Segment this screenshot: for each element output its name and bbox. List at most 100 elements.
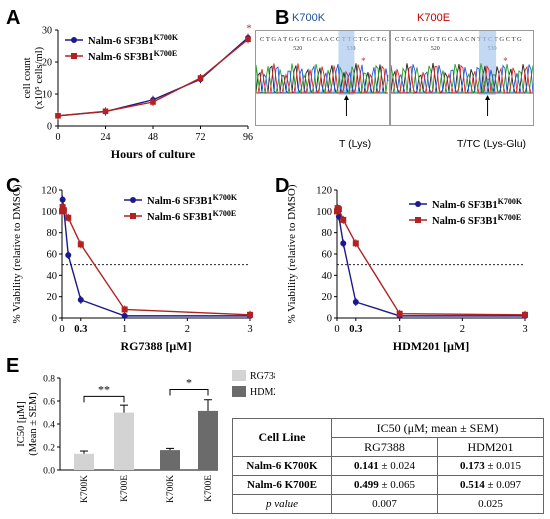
table-cell-hdm-mean: 0.514 <box>459 479 485 491</box>
legend-swatch <box>232 386 246 397</box>
table-cell-line: p value <box>232 494 332 514</box>
bar <box>160 450 180 470</box>
data-point <box>65 214 72 221</box>
series-line <box>61 204 251 316</box>
table-cell-hdm-mean: 0.173 <box>459 460 485 472</box>
table-cell-rg-sem: ± 0.024 <box>381 460 416 472</box>
data-point <box>65 252 72 259</box>
x-tick-label: K700K <box>166 475 176 503</box>
y-axis-label: (Mean ± SEM) <box>28 392 39 456</box>
legend-k700k-label: Nalm-6 SF3B1K700K <box>432 197 523 211</box>
legend-k700k-label: Nalm-6 SF3B1K700K <box>147 193 238 207</box>
y-axis-label: (x10⁵ cells/ml) <box>34 46 45 109</box>
x-tick-label: 96 <box>243 132 253 143</box>
y-tick-label: 20 <box>47 292 58 303</box>
significance-star: * <box>246 23 252 35</box>
significance-bracket <box>83 395 125 403</box>
table-header-cell-line: Cell Line <box>232 418 332 457</box>
data-point <box>121 306 128 313</box>
legend-k700e-label: Nalm-6 SF3B1K700E <box>147 209 236 223</box>
x-tick-label: 0 <box>59 324 64 335</box>
table-header-hdm201: HDM201 <box>437 437 544 457</box>
y-tick-label: 80 <box>322 228 333 239</box>
table-cell-hdm-sem: ± 0.097 <box>487 479 522 491</box>
sequence-text: C T G A T G G T G C A A C N T T C T G C … <box>395 36 522 43</box>
data-point <box>396 310 403 317</box>
y-tick-label: 0 <box>52 314 57 325</box>
data-point <box>247 311 253 318</box>
panel-label-d: D <box>275 175 290 197</box>
significance-bracket <box>169 389 209 396</box>
rg7388-viability-chart: 0 0.3 1 2 3 0 20 40 60 80 100 120 RG7388 [μM] % Viabi… <box>11 184 253 353</box>
position-label: 520 <box>293 46 302 52</box>
legend-k700e-label: Nalm-6 SF3B1K700E <box>432 213 521 227</box>
star-marker: * <box>361 56 366 66</box>
data-point <box>245 36 251 43</box>
y-tick-label: 30 <box>42 26 52 37</box>
legend-label: RG7388 <box>250 371 275 382</box>
chromatogram-trace <box>391 64 533 94</box>
legend-k700k-marker <box>71 37 77 43</box>
data-point <box>77 296 84 303</box>
y-tick-label: 120 <box>41 186 57 197</box>
x-tick-label: 0.3 <box>74 324 87 335</box>
panel-label-b: B <box>275 7 290 29</box>
data-point <box>197 75 204 81</box>
legend-k700k-marker <box>415 201 421 207</box>
data-point <box>59 196 66 203</box>
table-cell-hdm-sem: ± 0.015 <box>487 460 522 472</box>
data-point <box>77 241 84 248</box>
annotation-k700e: T/TC (Lys-Glu) <box>457 138 527 150</box>
data-point <box>522 311 528 318</box>
y-tick-label: 0.4 <box>43 421 55 431</box>
y-tick-label: 10 <box>42 90 52 101</box>
y-tick-label: 120 <box>316 186 332 197</box>
x-tick-label: 3 <box>522 324 527 335</box>
sequence-text: C T G A T G G T G C A A C C T T C T G C … <box>260 36 387 43</box>
significance-label: ** <box>98 382 110 396</box>
y-tick-label: 0.2 <box>43 444 55 454</box>
panel-label-c: C <box>6 175 21 197</box>
secondary-peak <box>481 78 494 94</box>
hdm201-viability-chart: 0 0.3 1 2 3 0 20 40 60 80 100 120 HDM201 [μM] % Viabi… <box>286 184 528 353</box>
y-tick-label: 0 <box>47 122 52 133</box>
x-tick-label: 3 <box>247 324 252 335</box>
table-cell-line: Nalm-6 K700K <box>232 456 332 476</box>
data-point <box>55 112 61 119</box>
legend-label: HDM201 <box>250 387 275 398</box>
star-marker: * <box>503 56 508 66</box>
bar <box>114 412 134 470</box>
x-tick-label: 0 <box>56 132 61 143</box>
y-tick-label: 20 <box>322 292 333 303</box>
data-point <box>59 204 66 211</box>
x-tick-label: 1 <box>397 324 402 335</box>
legend-k700k-marker <box>130 197 136 203</box>
data-point <box>352 299 359 305</box>
table-cell-rg-sem: ± 0.065 <box>381 479 416 491</box>
data-point <box>150 99 156 105</box>
x-axis-label: HDM201 [μM] <box>393 339 469 353</box>
bar <box>74 453 94 470</box>
chromatogram-k700e: C T G A T G G T G C A A C N T T C T G C … <box>390 30 534 126</box>
x-tick-label: 72 <box>196 132 206 143</box>
x-tick-label: K700E <box>204 475 214 502</box>
y-tick-label: 0.0 <box>43 467 55 477</box>
y-tick-label: 0 <box>327 314 332 325</box>
data-point <box>102 108 109 115</box>
data-point <box>335 206 342 213</box>
table-cell-rg-mean: 0.141 <box>353 460 379 472</box>
sequencing-title-k700k: K700K <box>292 12 326 24</box>
table-header-rg7388: RG7388 <box>331 437 438 457</box>
x-tick-label: 0 <box>334 324 339 335</box>
table-cell-rg-mean: 0.499 <box>353 479 379 491</box>
y-tick-label: 40 <box>47 271 58 282</box>
table-row: Nalm-6 K700K 0.141 ± 0.024 0.173 ± 0.015 <box>232 456 544 476</box>
legend-swatch <box>232 370 246 381</box>
x-tick-label: 24 <box>101 132 111 143</box>
table-header-ic50: IC50 (μM; mean ± SEM) <box>331 418 544 438</box>
data-point <box>340 216 347 223</box>
y-tick-label: 0.8 <box>43 375 55 385</box>
arrow-head <box>485 95 491 100</box>
x-tick-label: K700E <box>120 475 130 502</box>
legend-k700k-label: Nalm-6 SF3B1K700K <box>88 33 179 47</box>
